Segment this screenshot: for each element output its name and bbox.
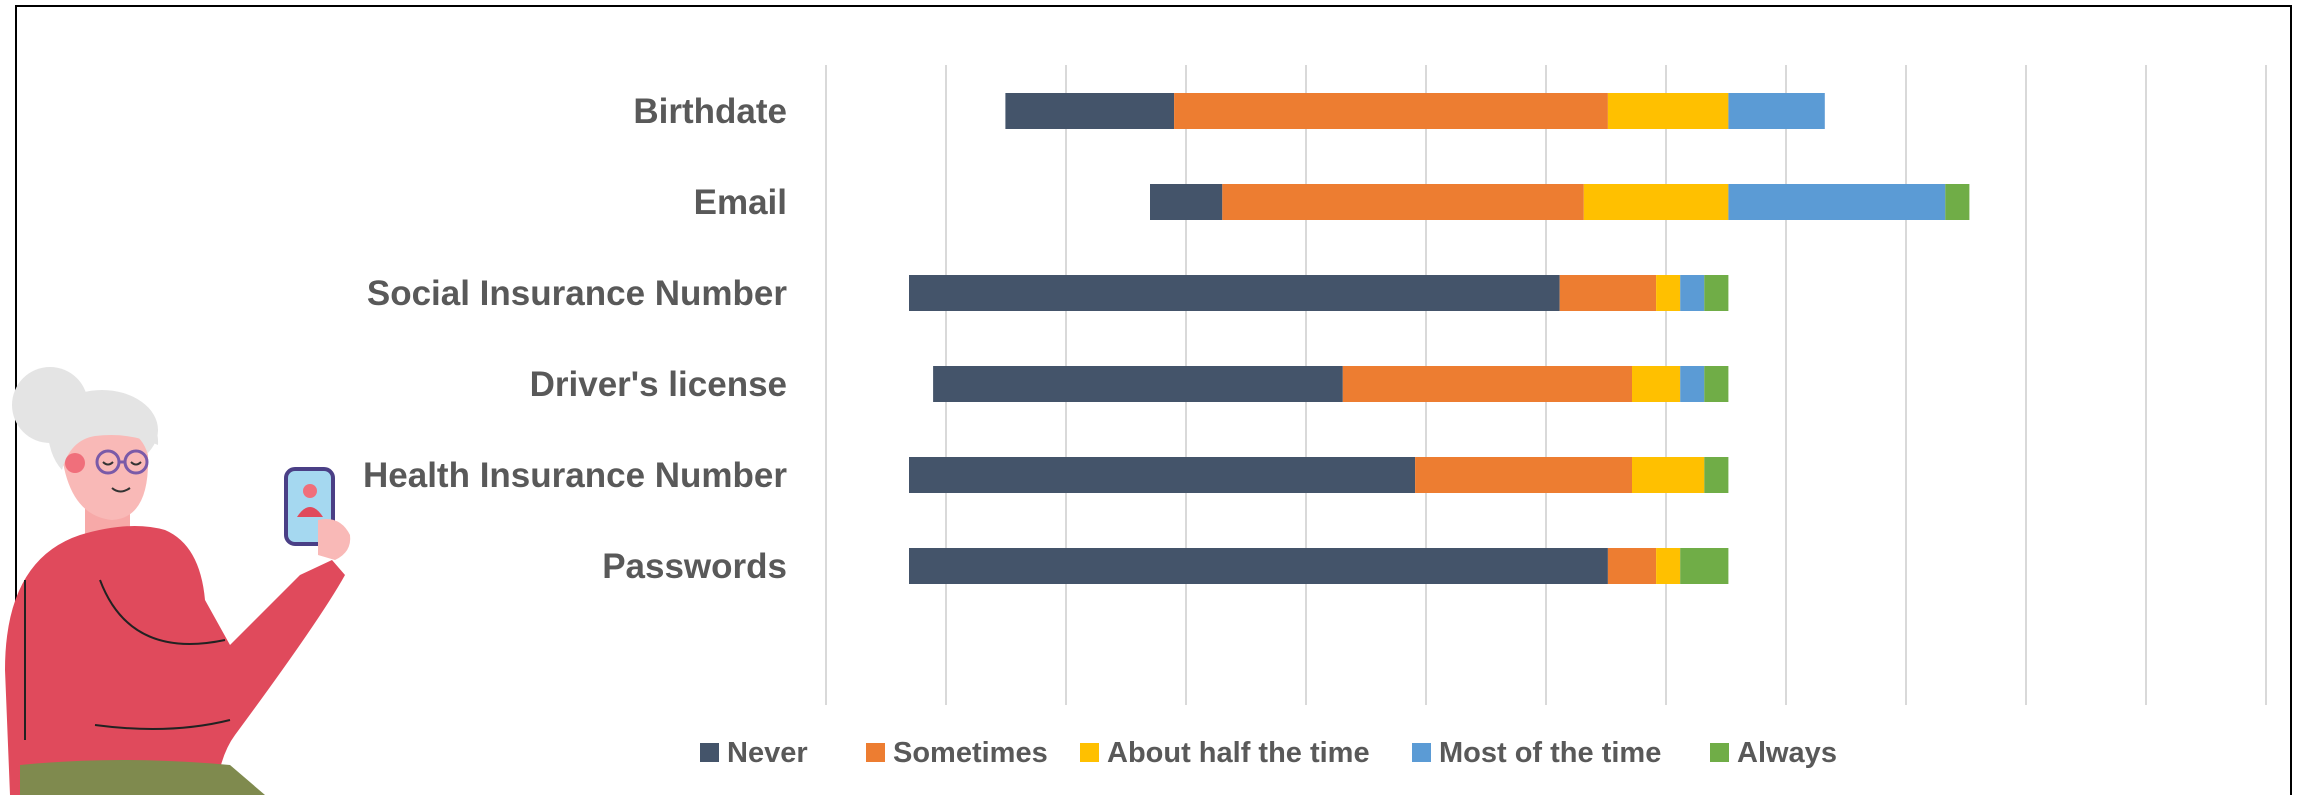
legend: Never Sometimes About half the time Most of… (700, 737, 1837, 769)
bar-segment (1728, 93, 1825, 129)
bar-segment (1704, 457, 1729, 493)
legend-label: Most of the time (1439, 737, 1661, 769)
bars (909, 93, 1970, 584)
legend-swatch (1710, 743, 1729, 762)
category-label: Driver's license (530, 365, 787, 404)
bar-segment (1704, 275, 1729, 311)
woman-with-phone-illustration (5, 367, 351, 795)
category-labels: Birthdate Email Social Insurance Number Dri… (363, 92, 787, 586)
bar-segment (1005, 93, 1175, 129)
legend-swatch (1080, 743, 1099, 762)
legend-swatch (700, 743, 719, 762)
bar-segment (1680, 366, 1705, 402)
bar-segment (1656, 548, 1681, 584)
category-label: Passwords (602, 547, 787, 586)
bar-segment (1632, 366, 1681, 402)
legend-label: Always (1737, 737, 1837, 769)
bar-segment (1415, 457, 1632, 493)
bar-segment (1680, 548, 1729, 584)
legend-swatch (1412, 743, 1431, 762)
bar-segment (1559, 275, 1657, 311)
bar-segment (1632, 457, 1705, 493)
legend-label: Sometimes (893, 737, 1048, 769)
bar-segment (1680, 275, 1705, 311)
legend-label: About half the time (1107, 737, 1370, 769)
bar-segment (1222, 184, 1584, 220)
legend-label: Never (727, 737, 808, 769)
bar-segment (1704, 366, 1729, 402)
category-label: Email (694, 183, 787, 222)
category-label: Health Insurance Number (363, 456, 787, 495)
category-label: Birthdate (633, 92, 787, 131)
bar-segment (1174, 93, 1608, 129)
bar-segment (1728, 184, 1946, 220)
bar-segment (1656, 275, 1681, 311)
bar-segment (909, 457, 1416, 493)
bar-segment (909, 275, 1560, 311)
bar-segment (1607, 548, 1657, 584)
bar-segment (1945, 184, 1970, 220)
bar-segment (1150, 184, 1223, 220)
bar-segment (1342, 366, 1632, 402)
bar-segment (1583, 184, 1729, 220)
category-label: Social Insurance Number (367, 274, 788, 313)
bar-segment (909, 548, 1608, 584)
legend-swatch (866, 743, 885, 762)
bar-segment (1607, 93, 1729, 129)
bar-segment (933, 366, 1343, 402)
